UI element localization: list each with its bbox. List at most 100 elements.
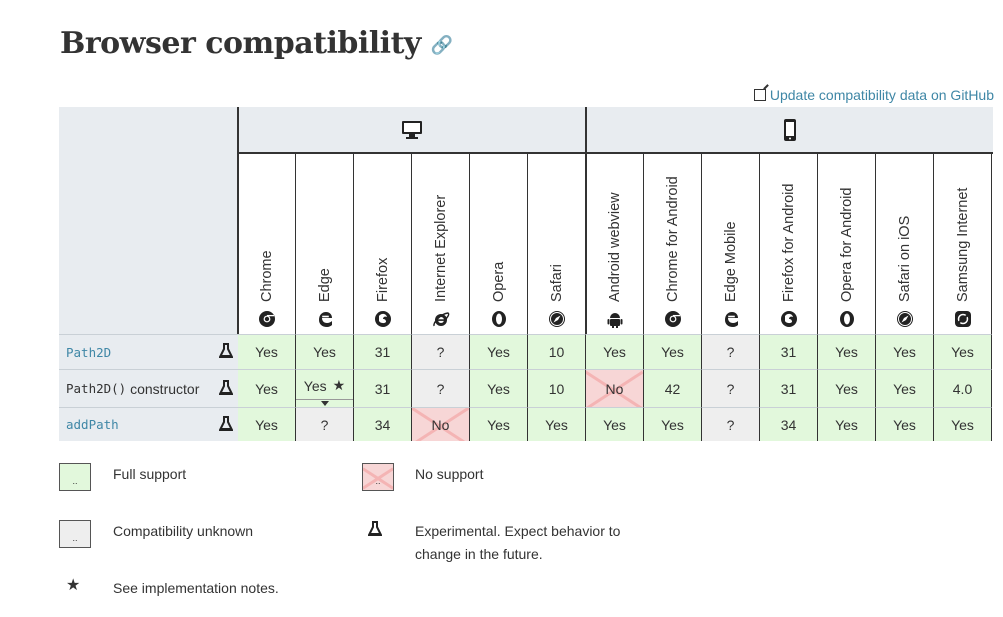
support-value: 31 xyxy=(374,380,391,397)
support-value: Yes xyxy=(255,344,278,360)
star-icon: ★ xyxy=(332,377,346,393)
feature-name[interactable]: Path2D xyxy=(59,334,238,369)
support-value: ? xyxy=(320,416,329,433)
browser-name: Opera for Android xyxy=(838,187,855,302)
support-value: Yes xyxy=(487,416,510,433)
browser-header: Chrome for Android xyxy=(644,154,702,334)
support-value: Yes xyxy=(487,380,510,397)
support-cell: ? xyxy=(702,407,760,441)
support-cell: 10 xyxy=(528,334,586,369)
flask-icon xyxy=(219,379,233,395)
platform-mobile xyxy=(586,107,993,154)
browser-name: Firefox xyxy=(374,257,391,302)
support-cell: Yes xyxy=(238,334,296,369)
browser-name: Android webview xyxy=(606,192,623,302)
support-value: Yes xyxy=(951,416,974,433)
browser-name: Firefox for Android xyxy=(780,183,797,302)
support-value: Yes xyxy=(487,344,510,360)
firefox-icon xyxy=(374,311,391,327)
support-cell: 31 xyxy=(760,369,818,407)
legend-full-support-label: Full support xyxy=(113,466,187,482)
support-value: 34 xyxy=(780,416,797,433)
support-cell: ? xyxy=(412,369,470,407)
legend-notes-label: See implementation notes. xyxy=(113,580,279,596)
samsung-icon xyxy=(954,311,971,327)
support-value: Yes xyxy=(255,416,278,433)
support-cell: Yes xyxy=(934,334,992,369)
edge-icon xyxy=(724,312,738,327)
feature-code[interactable]: addPath xyxy=(66,417,119,432)
mobile-icon xyxy=(783,118,796,141)
browser-header: Firefox xyxy=(354,154,412,334)
flask-icon xyxy=(368,521,382,536)
page-title: Browser compatibility 🔗 xyxy=(60,26,453,61)
support-value: 31 xyxy=(780,344,797,360)
support-cell: ? xyxy=(296,407,354,441)
ie-icon xyxy=(432,312,449,327)
support-cell: Yes xyxy=(470,369,528,407)
notes-toggle-bar[interactable] xyxy=(296,399,353,400)
support-value: 31 xyxy=(374,344,391,360)
support-cell: Yes xyxy=(644,334,702,369)
compat-table: Chrome Edge Firefox Internet Explorer Opera S… xyxy=(59,107,993,441)
support-cell: Yes xyxy=(934,407,992,441)
support-cell: 34 xyxy=(354,407,412,441)
support-cell: Yes xyxy=(876,407,934,441)
support-cell: Yes xyxy=(296,334,354,369)
chevron-down-icon[interactable] xyxy=(320,401,329,406)
browser-name: Internet Explorer xyxy=(432,194,449,302)
table-corner xyxy=(59,107,238,334)
safari-icon xyxy=(548,311,565,327)
support-value: ? xyxy=(436,344,445,360)
support-cell: 31 xyxy=(354,334,412,369)
support-value: Yes xyxy=(835,380,858,397)
support-value: ? xyxy=(726,380,735,397)
link-icon[interactable]: 🔗 xyxy=(430,34,453,56)
external-link-icon xyxy=(753,89,766,101)
support-cell: Yes xyxy=(818,334,876,369)
support-value: ? xyxy=(726,416,735,433)
update-github-link[interactable]: Update compatibility data on GitHub xyxy=(753,87,994,103)
opera-icon xyxy=(839,311,854,327)
desktop-icon xyxy=(402,120,422,139)
legend-full-support-swatch: .. xyxy=(59,463,91,491)
browser-header: Safari xyxy=(528,154,586,334)
support-cell: 31 xyxy=(760,334,818,369)
browser-name: Edge xyxy=(316,268,333,302)
support-cell: Yes xyxy=(876,369,934,407)
support-cell: Yes xyxy=(818,369,876,407)
legend-unknown-label: Compatibility unknown xyxy=(113,523,254,539)
support-value: No xyxy=(431,416,450,433)
support-cell: 34 xyxy=(760,407,818,441)
support-cell: Yes xyxy=(528,407,586,441)
feature-code[interactable]: Path2D xyxy=(66,344,112,360)
support-cell: Yes xyxy=(644,407,702,441)
platform-desktop xyxy=(238,107,586,154)
browser-header: Edge Mobile xyxy=(702,154,760,334)
support-cell: Yes xyxy=(238,369,296,407)
opera-icon xyxy=(491,311,506,327)
support-cell[interactable]: Yes ★ xyxy=(296,369,354,407)
support-value: 10 xyxy=(548,344,565,360)
browser-name: Samsung Internet xyxy=(954,187,971,302)
flask-icon xyxy=(219,343,233,358)
chrome-icon xyxy=(664,311,681,327)
browser-name: Chrome xyxy=(258,250,275,302)
browser-header: Edge xyxy=(296,154,354,334)
support-cell: Yes xyxy=(586,334,644,369)
support-value: Yes xyxy=(951,344,974,360)
browser-header: Firefox for Android xyxy=(760,154,818,334)
support-value: No xyxy=(605,380,624,397)
support-value: Yes xyxy=(893,344,916,360)
flask-icon xyxy=(219,415,233,431)
chrome-icon xyxy=(258,311,275,327)
support-value: 42 xyxy=(664,380,681,397)
browser-name: Safari on iOS xyxy=(896,215,913,302)
browser-header: Safari on iOS xyxy=(876,154,934,334)
legend-unknown-swatch: .. xyxy=(59,520,91,548)
feature-code: Path2D() xyxy=(66,381,127,396)
feature-name[interactable]: addPath xyxy=(59,407,238,441)
browser-header: Opera xyxy=(470,154,528,334)
support-cell: Yes xyxy=(876,334,934,369)
support-cell: Yes xyxy=(238,407,296,441)
